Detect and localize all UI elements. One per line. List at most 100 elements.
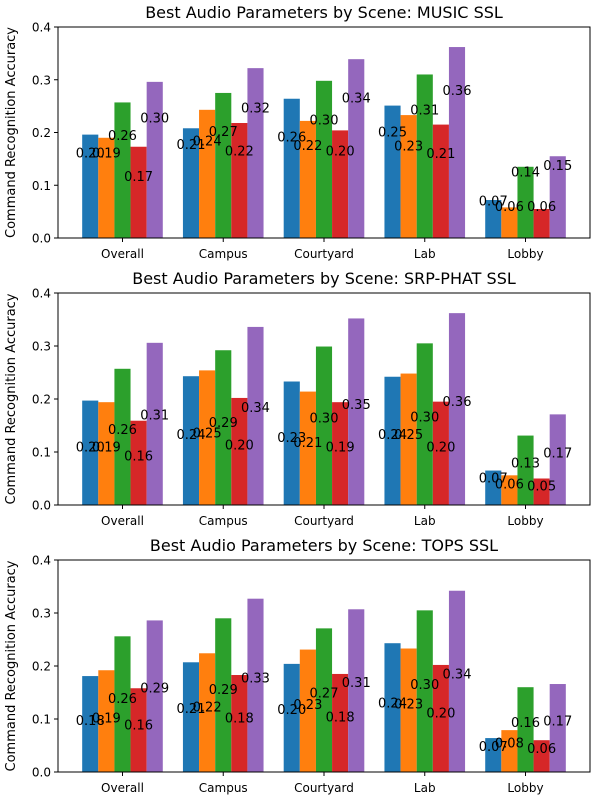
x-tick-label: Overall xyxy=(101,514,144,528)
bar-campus-series-5 xyxy=(247,68,264,239)
data-label: 0.13 xyxy=(511,457,540,472)
bar-lobby-series-2 xyxy=(501,475,518,505)
bar-overall-series-3 xyxy=(114,368,131,505)
x-tick-label: Campus xyxy=(199,247,248,261)
data-label: 0.21 xyxy=(293,436,322,451)
bars xyxy=(82,590,566,772)
data-label: 0.06 xyxy=(527,742,556,757)
x-tick-label: Lab xyxy=(414,514,436,528)
bar-lobby-series-4 xyxy=(533,208,550,238)
data-label: 0.19 xyxy=(92,711,121,726)
bar-lab-series-1 xyxy=(384,376,401,505)
x-tick-label: Lobby xyxy=(507,247,543,261)
chart-title: Best Audio Parameters by Scene: TOPS SSL xyxy=(150,536,498,555)
data-label: 0.25 xyxy=(394,428,423,443)
bar-courtyard-series-1 xyxy=(283,663,300,772)
data-label: 0.17 xyxy=(124,170,153,185)
y-tick-label: 0.0 xyxy=(32,766,51,780)
data-label: 0.20 xyxy=(277,703,306,718)
bar-lab-series-5 xyxy=(448,47,466,238)
bar-overall-series-5 xyxy=(146,342,163,505)
data-label: 0.26 xyxy=(108,129,137,144)
data-label: 0.07 xyxy=(479,471,508,486)
data-label: 0.26 xyxy=(108,692,137,707)
data-label: 0.30 xyxy=(140,112,169,127)
y-tick-label: 0.0 xyxy=(32,232,51,246)
data-label: 0.18 xyxy=(225,711,254,726)
data-label: 0.20 xyxy=(225,439,254,454)
x-tick-label: Courtyard xyxy=(294,247,354,261)
y-tick-label: 0.3 xyxy=(32,73,51,87)
bar-campus-series-1 xyxy=(182,376,200,505)
data-label: 0.20 xyxy=(326,144,355,159)
bar-lab-series-3 xyxy=(416,74,433,238)
bar-courtyard-series-2 xyxy=(299,649,316,772)
data-label: 0.07 xyxy=(479,195,508,210)
data-label: 0.05 xyxy=(527,479,556,494)
bar-campus-series-3 xyxy=(215,618,232,772)
data-label: 0.33 xyxy=(241,672,270,687)
bar-lobby-series-1 xyxy=(485,470,502,505)
bar-courtyard-series-5 xyxy=(348,609,365,772)
chart-title: Best Audio Parameters by Scene: SRP-PHAT… xyxy=(132,269,516,288)
bar-overall-series-3 xyxy=(114,636,131,772)
bars xyxy=(82,313,566,505)
data-label: 0.24 xyxy=(378,428,407,443)
data-label: 0.07 xyxy=(479,740,508,755)
chart-panel-2: Best Audio Parameters by Scene: SRP-PHAT… xyxy=(4,269,591,528)
bar-campus-series-1 xyxy=(182,128,200,238)
bar-overall-series-1 xyxy=(82,400,99,505)
data-label: 0.26 xyxy=(108,423,137,438)
chart-title: Best Audio Parameters by Scene: MUSIC SS… xyxy=(145,3,503,22)
bars xyxy=(82,47,566,239)
bar-lobby-series-5 xyxy=(549,414,566,505)
bar-lobby-series-3 xyxy=(517,166,534,238)
data-label: 0.20 xyxy=(426,707,455,722)
data-label: 0.17 xyxy=(543,447,572,462)
data-label: 0.34 xyxy=(443,667,472,682)
x-tick-label: Overall xyxy=(101,247,144,261)
bar-campus-series-3 xyxy=(215,350,232,505)
bar-courtyard-series-1 xyxy=(283,98,300,239)
bar-lobby-series-5 xyxy=(549,684,566,772)
bar-campus-series-4 xyxy=(231,675,248,772)
data-label: 0.24 xyxy=(378,697,407,712)
data-labels: 0.180.190.260.160.290.210.220.290.180.33… xyxy=(76,667,572,757)
data-label: 0.23 xyxy=(293,698,322,713)
y-tick-label: 0.2 xyxy=(32,660,51,674)
bar-lab-series-3 xyxy=(416,610,433,772)
bar-overall-series-4 xyxy=(130,146,147,238)
data-label: 0.27 xyxy=(310,687,339,702)
bar-lobby-series-5 xyxy=(549,156,566,238)
bar-overall-series-1 xyxy=(82,676,99,772)
data-label: 0.21 xyxy=(177,702,206,717)
bar-lab-series-4 xyxy=(432,664,449,772)
y-tick-label: 0.4 xyxy=(32,21,51,35)
bar-campus-series-2 xyxy=(199,370,216,505)
data-label: 0.17 xyxy=(543,715,572,730)
data-label: 0.36 xyxy=(443,84,472,99)
data-label: 0.21 xyxy=(177,138,206,153)
data-labels: 0.200.190.260.170.300.210.240.270.220.32… xyxy=(76,84,572,215)
data-label: 0.19 xyxy=(326,441,355,456)
bar-campus-series-2 xyxy=(199,653,216,772)
data-label: 0.06 xyxy=(527,200,556,215)
data-label: 0.29 xyxy=(209,416,238,431)
bar-lab-series-1 xyxy=(384,643,401,772)
data-label: 0.14 xyxy=(511,166,540,181)
data-label: 0.35 xyxy=(342,398,371,413)
data-label: 0.24 xyxy=(177,428,206,443)
data-label: 0.27 xyxy=(209,125,238,140)
bar-courtyard-series-4 xyxy=(332,402,349,505)
data-label: 0.16 xyxy=(124,450,153,465)
x-tick-label: Lab xyxy=(414,781,436,795)
data-label: 0.23 xyxy=(394,698,423,713)
data-label: 0.24 xyxy=(193,134,222,149)
data-label: 0.31 xyxy=(410,103,439,118)
data-label: 0.30 xyxy=(410,678,439,693)
y-tick-label: 0.0 xyxy=(32,499,51,513)
data-label: 0.31 xyxy=(140,408,169,423)
bar-courtyard-series-5 xyxy=(348,318,365,505)
